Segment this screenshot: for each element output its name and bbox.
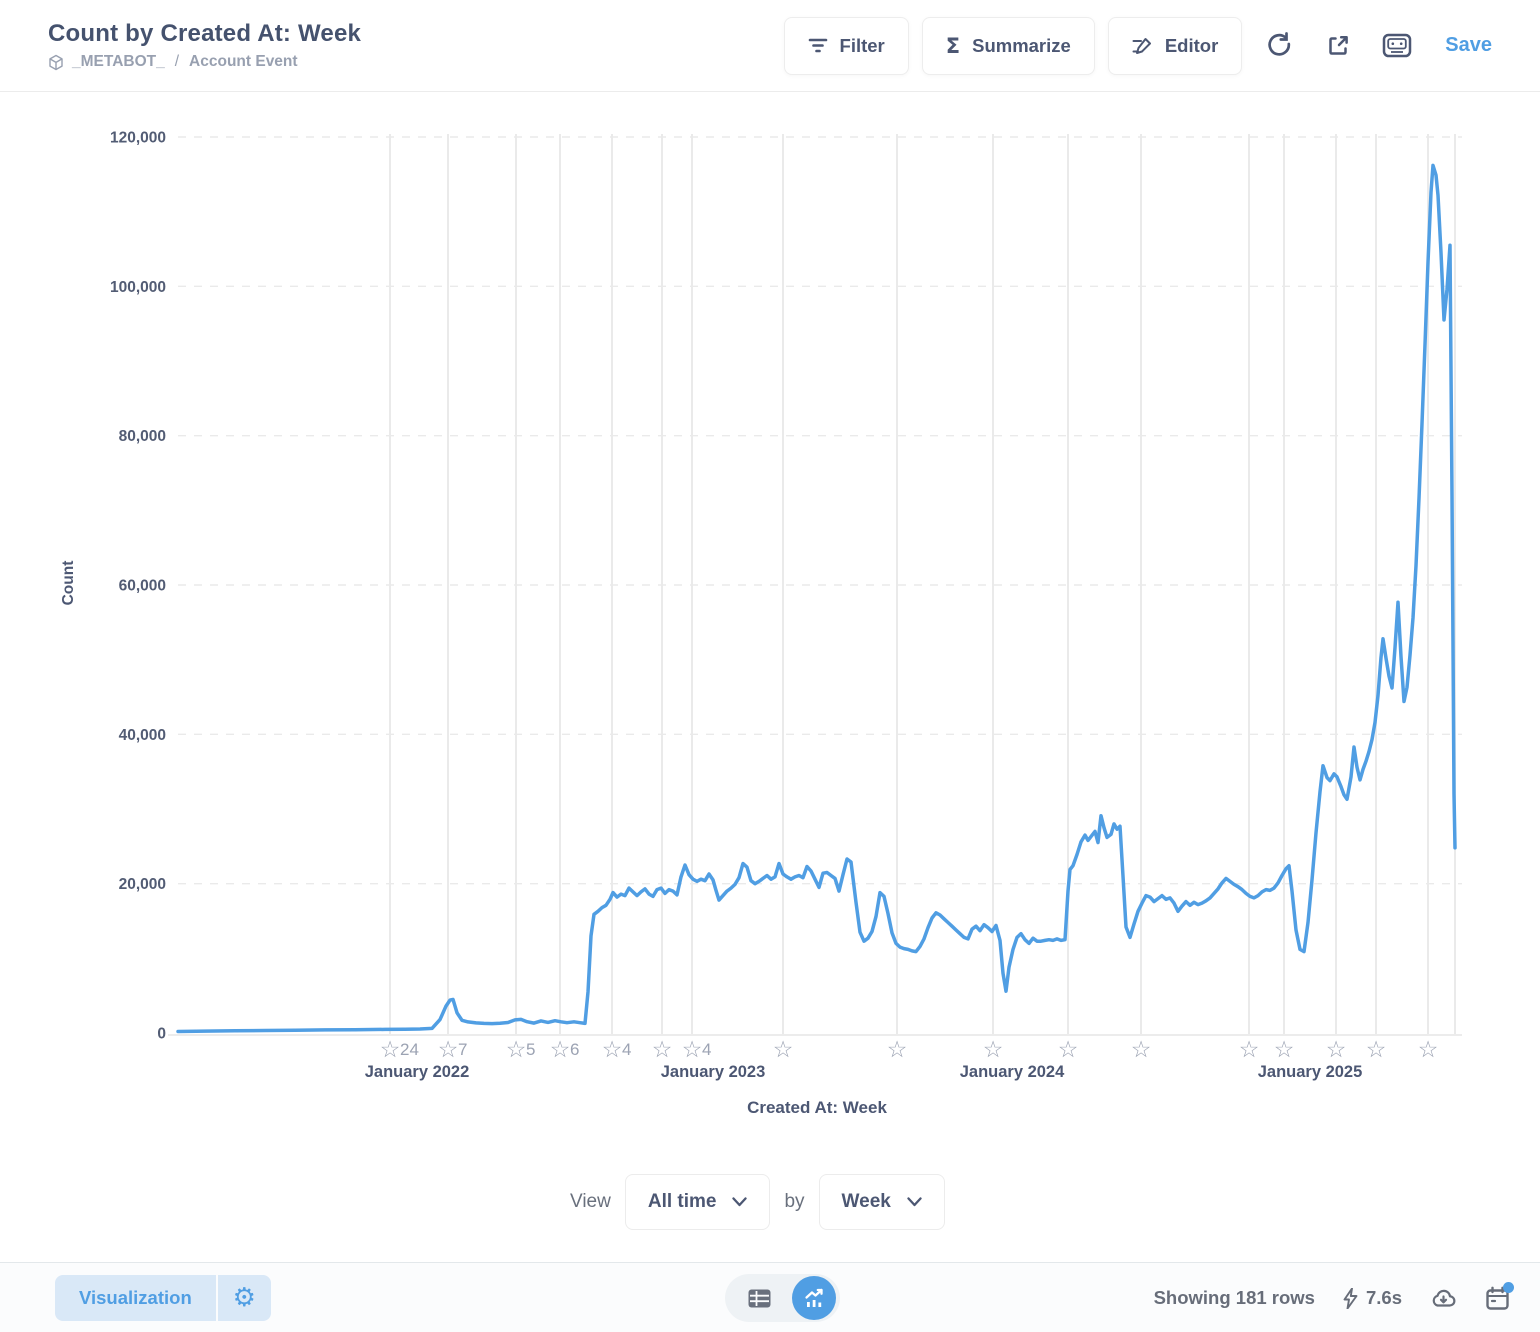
star-icon: ☆	[886, 1037, 908, 1063]
breadcrumb-table[interactable]: Account Event	[189, 53, 298, 70]
y-axis-tick-label: 120,000	[110, 130, 166, 147]
star-icon: ☆	[1057, 1037, 1079, 1063]
star-icon: ☆	[1130, 1037, 1152, 1063]
visualization-control: Visualization ⚙	[55, 1275, 271, 1321]
filter-button[interactable]: Filter	[783, 16, 909, 75]
chevron-down-icon	[907, 1197, 922, 1207]
calendar-icon	[1485, 1286, 1510, 1311]
breadcrumb-database[interactable]: _METABOT_	[72, 53, 165, 70]
footer-bar: Visualization ⚙	[0, 1262, 1540, 1332]
y-axis-tick-label: 0	[157, 1026, 166, 1043]
star-icon: ☆	[651, 1037, 673, 1063]
subscriptions-button[interactable]	[1485, 1281, 1514, 1311]
event-marker-count: 4	[702, 1040, 712, 1059]
event-marker-row: ☆ 24 ☆ 7 ☆ 5 ☆ 6 ☆ 4 ☆ ☆ 4 ☆ ☆ ☆ ☆ ☆ ☆ ☆ ☆ ☆ ☆	[0, 1038, 1540, 1064]
cloud-download-icon	[1430, 1288, 1457, 1308]
save-button[interactable]: Save	[1445, 34, 1492, 56]
breadcrumb-separator: /	[174, 53, 180, 70]
sigma-icon: Σ	[945, 33, 961, 58]
x-axis-month-label: January 2024	[959, 1063, 1065, 1081]
chart-view-button[interactable]	[792, 1276, 836, 1320]
divider	[215, 1275, 218, 1321]
gear-icon: ⚙	[232, 1283, 256, 1313]
header-title-block: Count by Created At: Week _METABOT_ / Ac…	[48, 20, 361, 71]
bolt-icon	[1343, 1287, 1358, 1309]
refresh-icon	[1266, 32, 1293, 59]
time-range-dropdown[interactable]: All time	[624, 1174, 771, 1230]
query-duration-value: 7.6s	[1365, 1287, 1402, 1308]
event-marker-count: 7	[458, 1040, 468, 1059]
x-axis-title: Created At: Week	[747, 1098, 887, 1117]
star-icon: ☆	[982, 1037, 1004, 1063]
header: Count by Created At: Week _METABOT_ / Ac…	[0, 0, 1540, 92]
star-icon: ☆	[772, 1037, 794, 1063]
data-line[interactable]	[176, 163, 1457, 1034]
header-actions: Filter Σ Summarize Editor	[771, 16, 1492, 75]
editor-button[interactable]: Editor	[1107, 16, 1243, 75]
page-title: Count by Created At: Week	[48, 20, 362, 47]
line-chart[interactable]: 0 20,000 40,000 60,000 80,000 100,000 120,000	[0, 92, 1540, 1262]
status-group: Showing 181 rows 7.6s	[1153, 1263, 1514, 1332]
y-axis-tick-label: 100,000	[110, 279, 166, 296]
refresh-button[interactable]	[1257, 24, 1301, 68]
summarize-button-label: Summarize	[972, 34, 1071, 56]
metabot-button[interactable]	[1375, 24, 1419, 68]
granularity-value: Week	[841, 1191, 891, 1212]
x-axis-month-labels: January 2022 January 2023 January 2024 Janu…	[0, 1063, 1540, 1085]
table-icon	[748, 1289, 771, 1308]
y-axis-tick-label: 20,000	[119, 876, 166, 893]
event-marker-count: 6	[570, 1040, 580, 1059]
x-axis-month-label: January 2022	[364, 1063, 470, 1081]
time-range-value: All time	[647, 1191, 717, 1212]
x-axis-month-label: January 2025	[1257, 1063, 1363, 1081]
breadcrumb: _METABOT_ / Account Event	[48, 53, 361, 71]
table-chart-toggle	[725, 1274, 840, 1322]
event-marker-count: 5	[526, 1040, 536, 1059]
x-axis-month-label: January 2023	[660, 1063, 766, 1081]
y-axis-tick-label: 80,000	[119, 428, 166, 445]
editor-button-label: Editor	[1164, 34, 1219, 56]
star-icon: ☆	[549, 1037, 571, 1063]
by-label: by	[784, 1191, 805, 1212]
star-icon: ☆	[379, 1037, 401, 1063]
summarize-button[interactable]: Σ Summarize	[921, 16, 1095, 75]
share-button[interactable]	[1316, 24, 1360, 68]
star-icon: ☆	[505, 1037, 527, 1063]
metabot-icon	[1382, 33, 1412, 59]
query-duration: 7.6s	[1343, 1287, 1402, 1309]
visualization-button[interactable]: Visualization	[55, 1275, 216, 1321]
database-icon	[48, 54, 64, 71]
filter-button-label: Filter	[839, 34, 885, 56]
download-button[interactable]	[1430, 1288, 1457, 1308]
event-marker-count: 4	[622, 1040, 632, 1059]
chevron-down-icon	[732, 1197, 748, 1207]
chart-area: 0 20,000 40,000 60,000 80,000 100,000 120,000 …	[0, 92, 1540, 1262]
notification-dot	[1503, 1281, 1514, 1293]
table-view-button[interactable]	[748, 1289, 771, 1308]
granularity-dropdown[interactable]: Week	[818, 1174, 945, 1230]
trend-chart-icon	[804, 1288, 825, 1309]
share-icon	[1326, 33, 1351, 58]
star-icon: ☆	[1417, 1037, 1439, 1063]
visualization-settings-button[interactable]: ⚙	[217, 1275, 271, 1321]
filter-icon	[808, 38, 828, 53]
star-icon: ☆	[437, 1037, 459, 1063]
star-icon: ☆	[1325, 1037, 1347, 1063]
star-icon: ☆	[1273, 1037, 1295, 1063]
star-icon: ☆	[601, 1037, 623, 1063]
y-axis-title: Count	[60, 560, 77, 606]
row-count: Showing 181 rows	[1153, 1287, 1315, 1308]
y-axis-tick-label: 40,000	[119, 727, 166, 744]
event-marker-count: 24	[400, 1040, 419, 1059]
star-icon: ☆	[1365, 1037, 1387, 1063]
editor-icon	[1132, 36, 1153, 56]
view-controls: View All time by Week	[570, 1174, 945, 1230]
view-label: View	[570, 1191, 611, 1212]
star-icon: ☆	[1238, 1037, 1260, 1063]
star-icon: ☆	[681, 1037, 703, 1063]
y-axis-tick-label: 60,000	[119, 578, 166, 595]
